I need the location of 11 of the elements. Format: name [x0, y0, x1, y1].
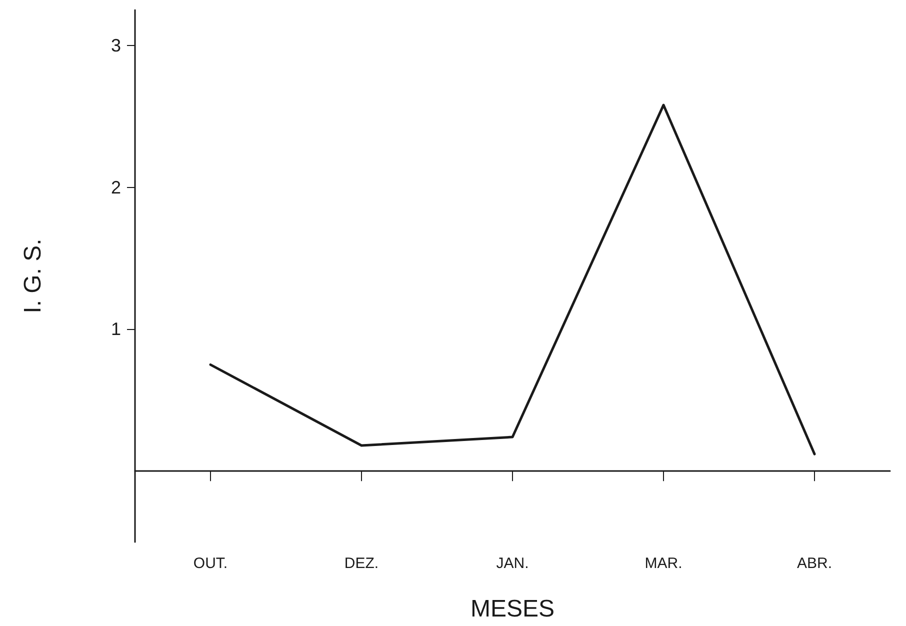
- y-tick-label: 2: [110, 177, 121, 198]
- x-axis-title: MESES: [470, 596, 555, 622]
- x-tick-label: DEZ.: [344, 555, 379, 572]
- y-tick-label: 1: [110, 319, 121, 340]
- x-tick-label: MAR.: [644, 555, 682, 572]
- line-series: [209, 104, 816, 456]
- y-axis-title: I. G. S.: [20, 238, 46, 314]
- y-tick-label: 3: [110, 35, 121, 56]
- x-tick-label: JAN.: [496, 555, 529, 572]
- x-tick-label: ABR.: [796, 555, 832, 572]
- x-tick-label: OUT.: [193, 555, 228, 572]
